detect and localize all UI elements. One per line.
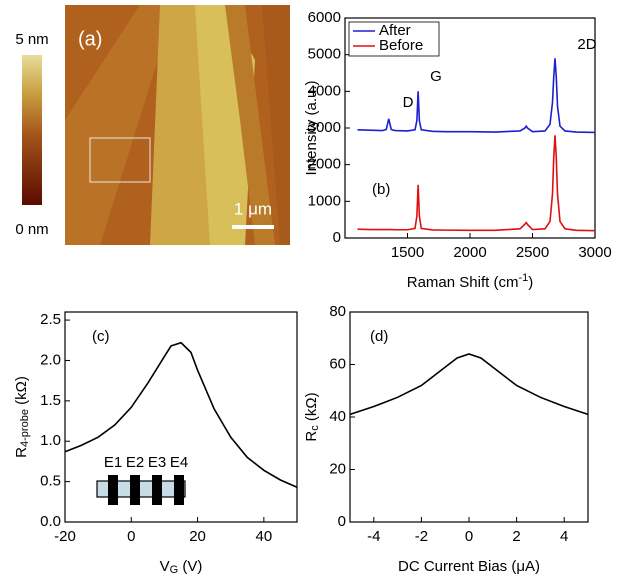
y-tick-label: 40 <box>329 408 346 425</box>
y-tick-label: 5000 <box>308 46 341 63</box>
y-tick-label: 20 <box>329 460 346 477</box>
y-tick-label: 0 <box>338 513 346 530</box>
y-tick-label: 1.0 <box>40 432 61 449</box>
y-axis-label: Rc (kΩ) <box>303 392 321 441</box>
label-part: (kΩ) <box>303 392 320 425</box>
y-tick-label: 2.5 <box>40 311 61 328</box>
label-part: R <box>13 447 30 458</box>
panel-label: (c) <box>92 328 110 345</box>
label-part: 4-probe <box>19 409 31 447</box>
x-tick-label: 2000 <box>453 244 486 261</box>
x-tick-label: -4 <box>367 528 380 545</box>
y-tick-label: 0.5 <box>40 473 61 490</box>
data-line <box>357 58 596 134</box>
colorbar-label: 5 nm <box>15 31 48 48</box>
plot-frame <box>64 311 298 523</box>
x-tick-label: 0 <box>465 528 473 545</box>
panel-label: (a) <box>78 28 102 50</box>
electrode <box>130 475 140 505</box>
peak-label: D <box>403 94 414 111</box>
colorbar <box>22 55 42 205</box>
label-part: ) <box>528 274 533 291</box>
label-part: -1 <box>518 272 528 284</box>
data-line <box>357 135 596 232</box>
label-part: Raman Shift (cm <box>407 274 519 291</box>
y-tick-label: 1000 <box>308 192 341 209</box>
data-line <box>64 341 298 489</box>
y-tick-label: 2.0 <box>40 351 61 368</box>
device-channel <box>96 480 186 498</box>
y-tick-label: 2000 <box>308 156 341 173</box>
label-part: G <box>170 564 179 576</box>
y-tick-label: 0.0 <box>40 513 61 530</box>
electrode-label: E2 <box>126 454 144 471</box>
y-tick-label: 80 <box>329 303 346 320</box>
peak-label: 2D <box>577 36 596 53</box>
y-tick-label: 60 <box>329 355 346 372</box>
y-axis-label: R4-probe (kΩ) <box>13 376 31 458</box>
x-tick-label: 20 <box>189 528 206 545</box>
x-tick-label: 40 <box>256 528 273 545</box>
electrode <box>152 475 162 505</box>
x-tick-label: 1500 <box>391 244 424 261</box>
electrode <box>174 475 184 505</box>
x-axis-label: VG (V) <box>160 558 203 576</box>
electrode-label: E4 <box>170 454 188 471</box>
x-tick-label: 2 <box>512 528 520 545</box>
x-tick-label: -2 <box>415 528 428 545</box>
x-axis-label: Raman Shift (cm-1) <box>407 272 533 291</box>
y-tick-label: 1.5 <box>40 392 61 409</box>
panel-label: (d) <box>370 328 388 345</box>
electrode <box>108 475 118 505</box>
electrode-label: E3 <box>148 454 166 471</box>
label-part: (kΩ) <box>13 376 30 409</box>
label-part: R <box>303 431 320 442</box>
scale-bar-label: 1 μm <box>234 199 272 218</box>
y-tick-label: 0 <box>333 229 341 246</box>
y-tick-label: 6000 <box>308 9 341 26</box>
afm-image <box>65 5 290 245</box>
legend-box <box>348 21 440 57</box>
peak-label: G <box>430 68 442 85</box>
x-tick-label: 0 <box>127 528 135 545</box>
x-axis-label: DC Current Bias (μA) <box>398 558 540 575</box>
y-tick-label: 4000 <box>308 82 341 99</box>
y-axis-label: Intensity (a.u.) <box>303 80 320 175</box>
label-part: V <box>160 558 170 575</box>
electrode-label: E1 <box>104 454 122 471</box>
legend-label: Before <box>379 37 423 54</box>
x-tick-label: 2500 <box>516 244 549 261</box>
legend-label: After <box>379 22 411 39</box>
label-part: (V) <box>178 558 202 575</box>
data-line <box>349 353 589 416</box>
y-tick-label: 3000 <box>308 119 341 136</box>
panel-label: (b) <box>372 181 390 198</box>
colorbar-label: 0 nm <box>15 221 48 238</box>
x-tick-label: 3000 <box>578 244 611 261</box>
x-tick-label: -20 <box>54 528 76 545</box>
label-part: c <box>309 425 321 431</box>
x-tick-label: 4 <box>560 528 568 545</box>
